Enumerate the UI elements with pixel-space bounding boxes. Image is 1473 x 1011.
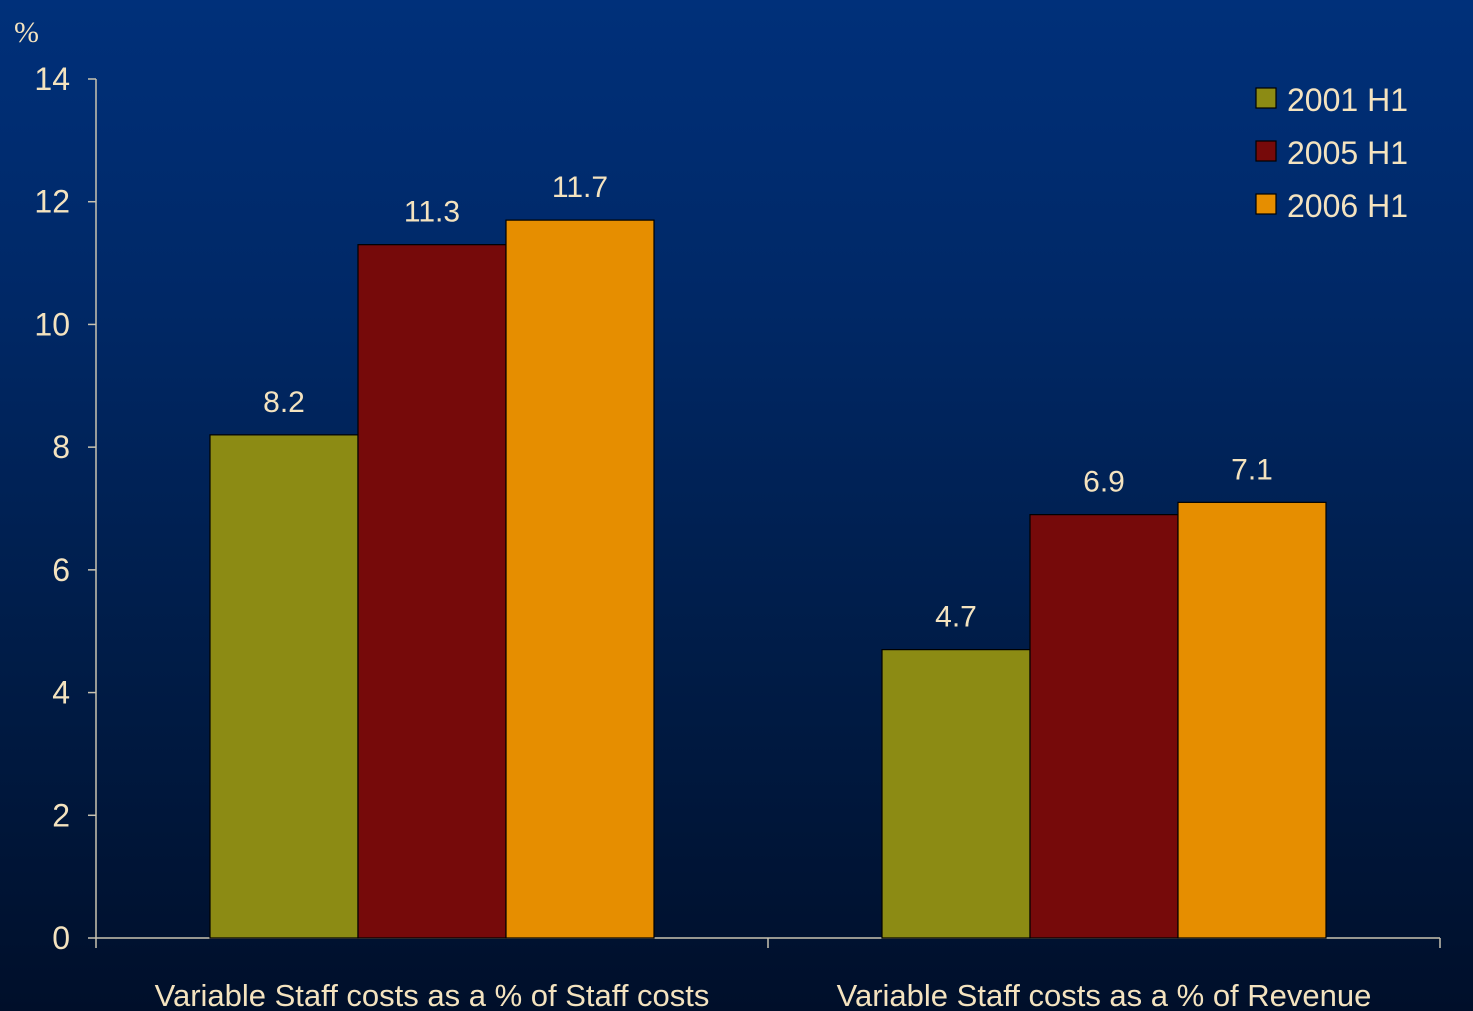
data-labels: 8.2 11.3 11.7 4.7 6.9 7.1 (263, 171, 1273, 633)
legend-swatch (1255, 193, 1277, 215)
bar-2005-h1 (357, 244, 507, 939)
legend-label: 2001 H1 (1287, 82, 1408, 118)
y-tick-label: 4 (52, 675, 70, 711)
legend-label: 2005 H1 (1287, 135, 1408, 171)
data-label: 11.7 (552, 171, 608, 204)
y-tick-label: 8 (52, 429, 70, 465)
data-label: 8.2 (263, 386, 305, 419)
legend-label: 2006 H1 (1287, 188, 1408, 224)
data-label: 7.1 (1231, 453, 1273, 486)
y-tick-label: 10 (34, 306, 70, 342)
y-tick-label: 14 (34, 61, 70, 97)
legend-swatch (1255, 140, 1277, 162)
bar-2006-h1 (505, 219, 655, 939)
bar-2005-h1 (1029, 514, 1179, 939)
bars (209, 219, 1327, 939)
data-label: 6.9 (1083, 466, 1125, 499)
x-category-label: Variable Staff costs as a % of Revenue (837, 978, 1372, 1011)
legend-swatch (1255, 87, 1277, 109)
y-tick-label: 2 (52, 797, 70, 833)
y-axis-unit-label: % (14, 16, 39, 49)
y-tick-label: 6 (52, 552, 70, 588)
data-label: 11.3 (404, 196, 460, 229)
x-category-label: Variable Staff costs as a % of Staff cos… (155, 978, 710, 1011)
x-axis: Variable Staff costs as a % of Staff cos… (95, 937, 1441, 1011)
y-axis: 0 2 4 6 8 10 12 14 (34, 61, 97, 956)
y-tick-label: 0 (52, 920, 70, 956)
data-label: 4.7 (935, 601, 977, 634)
legend: 2001 H1 2005 H1 2006 H1 (1255, 82, 1408, 224)
bar-2001-h1 (209, 434, 359, 939)
y-tick-label: 12 (34, 184, 70, 220)
bar-2006-h1 (1177, 501, 1327, 939)
bar-2001-h1 (881, 649, 1031, 939)
